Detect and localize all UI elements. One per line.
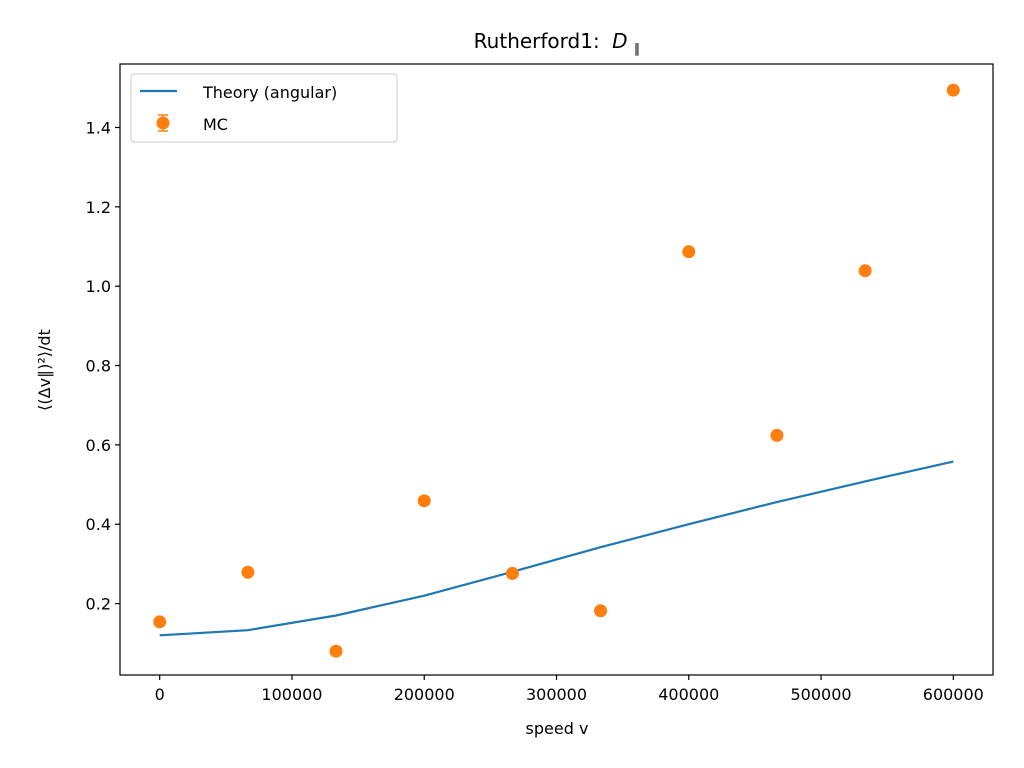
- mc-point: [417, 494, 431, 508]
- x-tick-label: 0: [155, 685, 165, 704]
- mc-point: [682, 245, 696, 259]
- mc-point: [329, 644, 343, 658]
- y-tick-label: 1.2: [86, 198, 111, 217]
- y-tick-label: 0.2: [86, 595, 111, 614]
- legend-label-theory: Theory (angular): [202, 83, 337, 102]
- x-tick-label: 200000: [394, 685, 455, 704]
- x-tick-label: 600000: [923, 685, 984, 704]
- mc-point: [946, 83, 960, 97]
- x-tick-label: 500000: [791, 685, 852, 704]
- axes-frame: [119, 63, 994, 676]
- y-axis-label: ⟨(Δv∥)²⟩/dt: [35, 329, 54, 411]
- chart-title-text: Rutherford1:: [474, 29, 600, 53]
- chart-title-subscript: ∥: [634, 42, 641, 57]
- x-tick-label: 100000: [261, 685, 322, 704]
- x-tick-label: 400000: [658, 685, 719, 704]
- chart-title-math: D: [612, 29, 627, 53]
- mc-point: [241, 565, 255, 579]
- legend: Theory (angular) MC: [130, 73, 398, 143]
- legend-marker-swatch: [156, 114, 170, 132]
- legend-label-mc: MC: [203, 115, 228, 134]
- chart-title: Rutherford1: D ∥: [474, 29, 641, 57]
- ticks-layer: 0 100000 200000 300000 400000 500000 600000 0.2…: [86, 118, 984, 704]
- y-tick-label: 0.6: [86, 436, 111, 455]
- y-tick-label: 1.0: [86, 277, 111, 296]
- x-axis-label: speed v: [526, 719, 589, 738]
- mc-point: [505, 566, 519, 580]
- y-tick-label: 1.4: [86, 118, 111, 137]
- y-tick-label: 0.4: [86, 515, 111, 534]
- plot-layer: [153, 83, 960, 658]
- mc-point: [153, 615, 167, 629]
- mc-point: [594, 604, 608, 618]
- x-tick-label: 300000: [526, 685, 587, 704]
- legend-frame: [130, 73, 398, 143]
- y-tick-label: 0.8: [86, 357, 111, 376]
- mc-point: [770, 428, 784, 442]
- theory-line: [159, 460, 954, 637]
- mc-point: [858, 264, 872, 278]
